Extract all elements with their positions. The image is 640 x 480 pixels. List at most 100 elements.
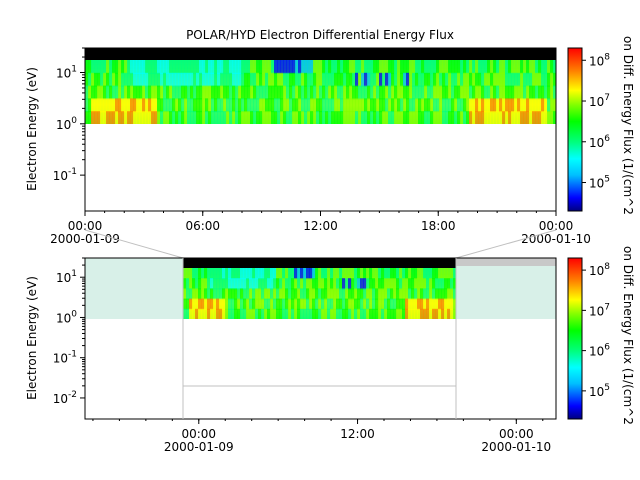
spectrogram-cell bbox=[387, 308, 391, 319]
spectrogram-cell bbox=[85, 98, 89, 113]
spectrogram-cell bbox=[394, 72, 398, 87]
spectrogram-cell bbox=[441, 308, 445, 319]
spectrogram-cell bbox=[457, 85, 461, 100]
spectrogram-cell bbox=[435, 278, 439, 290]
spectrogram-cell bbox=[364, 72, 368, 87]
spectrogram-cell bbox=[270, 308, 274, 319]
spectrogram-cell bbox=[420, 288, 424, 300]
spectrogram-cell bbox=[267, 288, 271, 300]
spectrogram-cell bbox=[211, 85, 215, 100]
spectrogram-cell bbox=[327, 288, 331, 300]
spectrogram-cell bbox=[403, 111, 407, 124]
spectrogram-cell bbox=[373, 98, 377, 113]
spectrogram-cell bbox=[438, 288, 442, 300]
colorbar-tick-base: 10 bbox=[589, 304, 604, 318]
spectrogram-cell bbox=[283, 60, 287, 74]
spectrogram-cell bbox=[439, 111, 443, 124]
spectrogram-cell bbox=[511, 111, 515, 124]
spectrogram-cell bbox=[310, 85, 314, 100]
spectrogram-cell bbox=[118, 72, 122, 87]
spectrogram-cell bbox=[261, 308, 265, 319]
spectrogram-cell bbox=[262, 85, 266, 100]
spectrogram-cell bbox=[508, 85, 512, 100]
spectrogram-cell bbox=[409, 85, 413, 100]
spectrogram-cell bbox=[192, 308, 196, 319]
spectrogram-cell bbox=[547, 72, 551, 87]
spectrogram-cell bbox=[214, 72, 218, 87]
spectrogram-cell bbox=[288, 298, 292, 310]
spectrogram-cell bbox=[235, 72, 239, 87]
spectrogram-cell bbox=[238, 85, 242, 100]
spectrogram-cell bbox=[402, 298, 406, 310]
spectrogram-cell bbox=[412, 72, 416, 87]
spectrogram-cell bbox=[169, 72, 173, 87]
spectrogram-cell bbox=[112, 111, 116, 124]
spectrogram-cell bbox=[243, 298, 247, 310]
spectrogram-cell bbox=[186, 278, 190, 290]
spectrogram-cell bbox=[273, 268, 277, 280]
spectrogram-cell bbox=[418, 98, 422, 113]
spectrogram-cell bbox=[163, 98, 167, 113]
spectrogram-cell bbox=[175, 98, 179, 113]
spectrogram-cell bbox=[267, 268, 271, 280]
spectrogram-cell bbox=[211, 72, 215, 87]
spectrogram-cell bbox=[426, 308, 430, 319]
spectrogram-cell bbox=[469, 85, 473, 100]
spectrogram-cell bbox=[100, 111, 104, 124]
overview-y-axis-title: Electron Energy (eV) bbox=[25, 67, 39, 191]
spectrogram-cell bbox=[538, 98, 542, 113]
spectrogram-cell bbox=[325, 98, 329, 113]
spectrogram-cell bbox=[124, 72, 128, 87]
spectrogram-cell bbox=[306, 298, 310, 310]
spectrogram-cell bbox=[139, 72, 143, 87]
spectrogram-cell bbox=[264, 268, 268, 280]
spectrogram-cell bbox=[382, 60, 386, 74]
spectrogram-cell bbox=[205, 98, 209, 113]
spectrogram-cell bbox=[145, 85, 149, 100]
spectrogram-cell bbox=[331, 98, 335, 113]
spectrogram-cell bbox=[406, 85, 410, 100]
spectrogram-cell bbox=[399, 288, 403, 300]
spectrogram-cell bbox=[523, 111, 527, 124]
colorbar-tick-label: 106 bbox=[589, 343, 610, 359]
spectrogram-cell bbox=[373, 111, 377, 124]
spectrogram-cell bbox=[466, 72, 470, 87]
spectrogram-cell bbox=[396, 298, 400, 310]
spectrogram-cell bbox=[472, 98, 476, 113]
spectrogram-cell bbox=[493, 72, 497, 87]
spectrogram-cell bbox=[262, 98, 266, 113]
spectrogram-cell bbox=[97, 72, 101, 87]
spectrogram-cell bbox=[259, 60, 263, 74]
spectrogram-cell bbox=[208, 85, 212, 100]
spectrogram-cell bbox=[282, 268, 286, 280]
spectrogram-cell bbox=[253, 72, 257, 87]
spectrogram-cell bbox=[279, 298, 283, 310]
spectrogram-cell bbox=[529, 72, 533, 87]
spectrogram-cell bbox=[493, 111, 497, 124]
spectrogram-cell bbox=[265, 85, 269, 100]
spectrogram-cell bbox=[313, 98, 317, 113]
spectrogram-cell bbox=[142, 60, 146, 74]
spectrogram-cell bbox=[339, 288, 343, 300]
spectrogram-cell bbox=[225, 308, 229, 319]
spectrogram-cell bbox=[186, 288, 190, 300]
spectrogram-cell bbox=[412, 98, 416, 113]
spectrogram-cell bbox=[205, 60, 209, 74]
spectrogram-cell bbox=[319, 98, 323, 113]
spectrogram-cell bbox=[292, 98, 296, 113]
spectrogram-cell bbox=[357, 298, 361, 310]
spectrogram-cell bbox=[336, 288, 340, 300]
spectrogram-cell bbox=[187, 85, 191, 100]
spectrogram-cell bbox=[228, 298, 232, 310]
spectrogram-cell bbox=[331, 85, 335, 100]
spectrogram-cell bbox=[219, 288, 223, 300]
spectrogram-cell bbox=[412, 111, 416, 124]
spectrogram-cell bbox=[289, 60, 293, 74]
spectrogram-cell bbox=[327, 268, 331, 280]
spectrogram-cell bbox=[381, 298, 385, 310]
spectrogram-cell bbox=[190, 111, 194, 124]
spectrogram-cell bbox=[454, 98, 458, 113]
spectrogram-cell bbox=[321, 268, 325, 280]
spectrogram-cell bbox=[249, 298, 253, 310]
spectrogram-cell bbox=[547, 111, 551, 124]
